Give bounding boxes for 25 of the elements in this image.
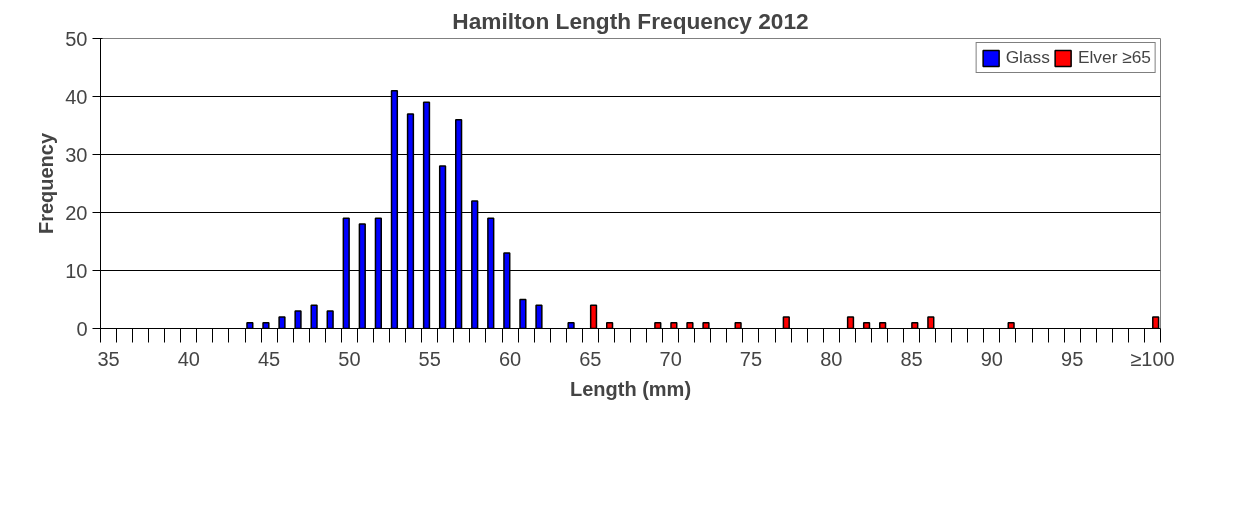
y-tick-label: 20 [65, 201, 88, 224]
y-tick-label: 50 [65, 27, 88, 50]
x-tick-label: 95 [1061, 347, 1084, 370]
y-axis-title: Frequency [35, 132, 58, 235]
x-tick-label: 45 [258, 347, 281, 370]
legend-label: Elver ≥65 [1077, 47, 1151, 68]
x-tick-label: 80 [820, 347, 843, 370]
x-tick-label: 90 [980, 347, 1003, 370]
x-tick-label: 50 [338, 347, 361, 370]
x-tick-label: 60 [498, 347, 522, 370]
x-tick-label: 40 [177, 347, 200, 370]
y-tick-label: 30 [65, 143, 88, 166]
legend-label: Glass [1005, 47, 1050, 68]
x-tick-label: 65 [579, 347, 602, 370]
y-tick-label: 10 [65, 259, 88, 282]
x-tick-label: 85 [900, 347, 923, 370]
x-axis-title: Length (mm) [569, 377, 692, 400]
x-tick-label: 75 [739, 347, 763, 370]
chart-title: Hamilton Length Frequency 2012 [452, 7, 809, 34]
y-tick-label: 40 [65, 85, 88, 108]
x-tick-label: ≥100 [1130, 347, 1175, 370]
y-tick-label: 0 [76, 317, 88, 340]
x-tick-label: 55 [418, 347, 441, 370]
x-tick-label: 35 [97, 347, 120, 370]
x-tick-label: 70 [659, 347, 682, 370]
